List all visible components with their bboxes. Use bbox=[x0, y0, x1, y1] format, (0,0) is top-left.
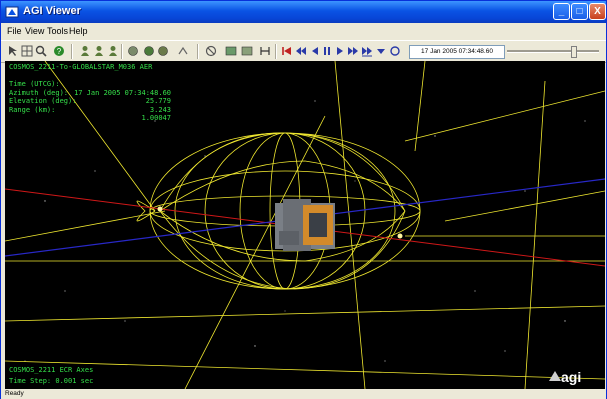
menu-help[interactable]: Help bbox=[69, 26, 88, 36]
refresh-icon[interactable] bbox=[389, 45, 401, 57]
close-button[interactable]: X bbox=[589, 3, 606, 20]
person-orbit-icon[interactable] bbox=[93, 45, 105, 57]
menu-tools[interactable]: Tools bbox=[47, 26, 69, 36]
step-back-icon[interactable] bbox=[295, 45, 307, 57]
svg-text:?: ? bbox=[57, 47, 62, 56]
right-node bbox=[397, 233, 403, 239]
elevation-label: Elevation (deg): bbox=[9, 97, 77, 105]
pause-icon[interactable] bbox=[321, 45, 333, 57]
zoom-icon[interactable] bbox=[35, 45, 47, 57]
current-time-field[interactable]: 17 Jan 2005 07:34:48.60 bbox=[409, 45, 505, 59]
globe-icon[interactable] bbox=[127, 45, 139, 57]
window-icon[interactable] bbox=[225, 45, 237, 57]
overlay-row-elevation: Elevation (deg): 3.243 bbox=[9, 89, 171, 123]
wireframe-sphere bbox=[5, 61, 605, 389]
app-icon bbox=[5, 6, 19, 18]
home-icon[interactable] bbox=[205, 45, 217, 57]
toolbar: ? 17 Jan 2005 07:34:48.60 bbox=[1, 40, 606, 63]
scene-canvas bbox=[5, 61, 605, 389]
time-value: 17 Jan 2005 07:34:48.60 bbox=[74, 88, 171, 97]
maximize-button[interactable]: □ bbox=[571, 3, 588, 20]
agi-logo-icon bbox=[549, 371, 561, 381]
azimuth-label: Azimuth (deg): bbox=[9, 88, 69, 97]
step-forward-icon[interactable] bbox=[347, 45, 359, 57]
animation-speed-slider[interactable] bbox=[507, 50, 599, 53]
star-field bbox=[24, 100, 586, 362]
window-sync-icon[interactable] bbox=[241, 45, 253, 57]
person-view-icon[interactable] bbox=[79, 45, 91, 57]
agi-logo-text: agi bbox=[561, 369, 582, 385]
step-reverse-icon[interactable] bbox=[309, 45, 321, 57]
overlay-row-azimuth: Azimuth (deg): 25.779 bbox=[9, 80, 171, 114]
title-bar[interactable]: AGI Viewer _ □ X bbox=[1, 1, 606, 23]
help-icon[interactable]: ? bbox=[53, 45, 65, 57]
select-icon[interactable] bbox=[7, 45, 19, 57]
menu-view[interactable]: View bbox=[25, 26, 45, 36]
left-node bbox=[157, 206, 163, 212]
fast-forward-icon[interactable] bbox=[361, 45, 373, 57]
slider-thumb[interactable] bbox=[571, 46, 577, 58]
overlay-title: COSMOS_2211-To-GLOBALSTAR_M036 AER bbox=[9, 63, 153, 71]
rotate-icon[interactable] bbox=[177, 45, 189, 57]
bracket-icon[interactable] bbox=[259, 45, 271, 57]
3d-viewport[interactable]: COSMOS_2211-To-GLOBALSTAR_M036 AER Time … bbox=[5, 61, 605, 389]
minimize-button[interactable]: _ bbox=[553, 3, 570, 20]
time-step-label: Time Step: 0.001 sec bbox=[9, 377, 94, 385]
earth-icon[interactable] bbox=[143, 45, 155, 57]
status-bar: Ready bbox=[1, 389, 606, 399]
reset-icon[interactable] bbox=[281, 45, 293, 57]
person-pan-icon[interactable] bbox=[107, 45, 119, 57]
overlay-row-range: Range (km): 1.00047 bbox=[9, 97, 171, 131]
overlay-row-time: Time (UTCG): 17 Jan 2005 07:34:48.60 bbox=[9, 72, 171, 106]
decrease-speed-icon[interactable] bbox=[375, 45, 387, 57]
satellite-model bbox=[275, 199, 335, 251]
status-text: Ready bbox=[5, 390, 24, 397]
menu-bar: File View Tools Help bbox=[1, 23, 606, 40]
range-label: Range (km): bbox=[9, 105, 56, 114]
axes-label: COSMOS_2211 ECR Axes bbox=[9, 366, 94, 374]
elevation-value: 3.243 bbox=[149, 105, 171, 114]
window-title: AGI Viewer bbox=[23, 5, 81, 17]
time-label: Time (UTCG): bbox=[9, 80, 60, 88]
menu-file[interactable]: File bbox=[7, 26, 22, 36]
grid-icon[interactable] bbox=[21, 45, 33, 57]
range-value: 1.00047 bbox=[141, 114, 171, 122]
azimuth-value: 25.779 bbox=[145, 97, 171, 105]
play-icon[interactable] bbox=[334, 45, 346, 57]
planet-icon[interactable] bbox=[157, 45, 169, 57]
